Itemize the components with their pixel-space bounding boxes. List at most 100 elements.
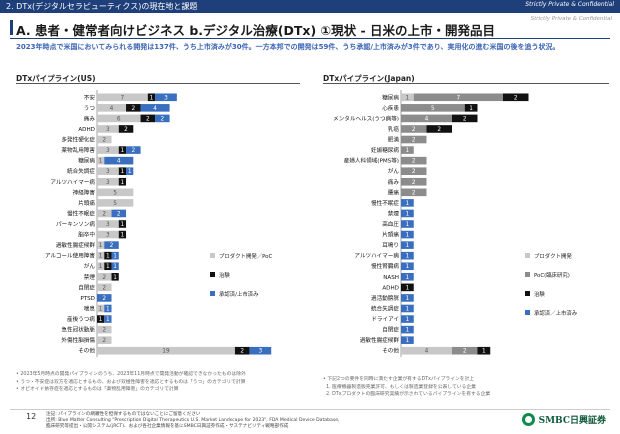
category-label: ADHD: [78, 127, 95, 133]
lead-text: 2023年時点で米国においてみられる開発は137件、うち上市済みが30件。一方本…: [16, 43, 560, 51]
legend-swatch-product: [525, 253, 530, 258]
chart-title-jp: DTxパイプライン(Japan): [323, 74, 415, 83]
category-label: アルコール使用障害: [45, 252, 96, 260]
bar-value: 1: [406, 275, 410, 281]
note-jp-2: 1. 医療機器製造販売業許可、もしくは製造業登録を公表している企業: [326, 384, 476, 390]
category-label: 過敏性腸症候群: [360, 336, 400, 344]
legend-swatch-clinical: [525, 272, 530, 277]
bar-3: [126, 146, 141, 154]
bar-value: 1: [121, 222, 125, 228]
category-label: 慢性腎臓病: [371, 262, 399, 270]
note-jp-1: • 下記2つの要件を同時に満たす企業が有するDTxパイプラインを計上: [323, 377, 475, 382]
legend-label-approved: 承認済/上市済み: [219, 291, 259, 298]
bar-4: [401, 325, 414, 334]
category-label: ADHD: [382, 285, 399, 291]
category-label: 急性冠状動脈: [61, 326, 95, 334]
legend-swatch-trial: [210, 272, 215, 277]
category-label: 痛み: [388, 178, 400, 186]
bar-1: [97, 177, 119, 186]
bar-2: [401, 125, 427, 133]
strictly-confidential-note: Strictly Private & Confidential: [530, 16, 612, 22]
bar-value: 1: [121, 148, 125, 154]
bar-2: [126, 104, 141, 112]
bar-2: [401, 177, 427, 186]
legend-label-clinical: PoC(臨床研究): [534, 272, 570, 279]
bar-2: [401, 156, 427, 165]
category-label: うつ: [84, 105, 96, 112]
category-label: 喘息: [84, 304, 96, 312]
bar-value: 3: [164, 95, 168, 101]
bar-value: 4: [425, 349, 429, 355]
footer-source-2: 臨床研究等提出・公開システム(jRCT)、および各社企業情報を基にSMBC日興証…: [46, 424, 289, 429]
bar-value: 1: [406, 233, 410, 239]
legend-item-poc: プロダクト開発／PoC: [210, 246, 272, 265]
bar-3: [464, 104, 478, 112]
bar-4: [401, 262, 414, 271]
bar-value: 2: [124, 127, 128, 133]
legend-swatch-trial-jp: [525, 291, 530, 296]
bar-2: [118, 177, 127, 186]
bar-1: [97, 251, 105, 260]
category-label: 外傷性脳損傷: [61, 336, 95, 344]
bar-value: 1: [406, 243, 410, 249]
logo-text: SMBC日興証券: [538, 416, 606, 426]
bar-value: 2: [514, 95, 518, 101]
category-label: 神経障害: [73, 188, 96, 196]
bar-value: 1: [106, 264, 110, 270]
bar-value: 2: [102, 211, 106, 217]
bar-value: 1: [99, 306, 103, 312]
bar-value: 1: [406, 317, 410, 323]
category-label: 脳卒中: [78, 231, 95, 239]
bar-2: [104, 262, 112, 271]
legend-us: プロダクト開発／PoC 治験 承認済/上市済み: [210, 246, 272, 303]
bar-1: [97, 209, 112, 218]
bar-1: [97, 283, 112, 292]
legend-label-product: プロダクト開発: [534, 253, 572, 260]
bar-2: [147, 93, 156, 102]
category-label: 糖尿病: [382, 93, 399, 101]
bar-value: 1: [406, 95, 410, 101]
chart-title-us: DTxパイプライン(US): [16, 74, 96, 83]
category-label: メンタルヘルス(うつ病等): [333, 114, 399, 122]
category-label: 肥満: [388, 137, 400, 144]
legend-label-trial-jp: 治験: [534, 291, 545, 298]
bar-value: 1: [406, 338, 410, 344]
bar-value: 5: [431, 106, 435, 112]
notes-jp: • 下記2つの要件を同時に満たす企業が有するDTxパイプラインを計上 1. 医療…: [323, 376, 609, 399]
logo-mark-icon: [521, 413, 535, 426]
category-label: 不安: [84, 93, 96, 101]
bar-2: [104, 251, 112, 260]
category-label: アルツハイマー病: [354, 252, 399, 260]
category-label: 自閉症: [382, 326, 399, 334]
bar-value: 7: [121, 95, 125, 101]
bar-value: 1: [99, 317, 103, 323]
category-label: 耳鳴り: [382, 241, 399, 249]
bar-4: [401, 209, 414, 218]
bar-value: 3: [106, 148, 110, 154]
bar-value: 5: [113, 190, 117, 196]
bar-value: 1: [113, 254, 117, 260]
bar-3: [452, 114, 478, 123]
category-label: 片頭痛: [382, 231, 399, 239]
bar-2: [118, 230, 127, 239]
bar-value: 1: [482, 349, 486, 355]
category-label: 痛み: [84, 114, 96, 122]
bar-value: 1: [406, 148, 410, 154]
category-label: 腰痛: [388, 188, 400, 196]
page-title: A. 患者・健常者向けビジネス b.デジタル治療(DTx) ①現状 - 日米の上…: [16, 23, 496, 38]
legend-swatch-approved-jp: [525, 310, 530, 315]
bar-value: 1: [406, 285, 410, 291]
bar-1: [97, 230, 119, 239]
bar-1: [97, 346, 235, 355]
bar-value: 2: [437, 127, 441, 133]
bar-value: 1: [106, 306, 110, 312]
bar-2: [401, 135, 427, 144]
bar-1: [97, 167, 119, 176]
category-label: 片頭痛: [78, 199, 95, 207]
bar-1: [97, 93, 148, 102]
bar-value: 1: [406, 306, 410, 312]
bar-value: 4: [117, 159, 121, 165]
bar-3: [477, 346, 491, 355]
legend-item-approved-jp: 承認済／上市済み: [525, 303, 577, 322]
category-label: 統合失調症: [67, 167, 95, 175]
